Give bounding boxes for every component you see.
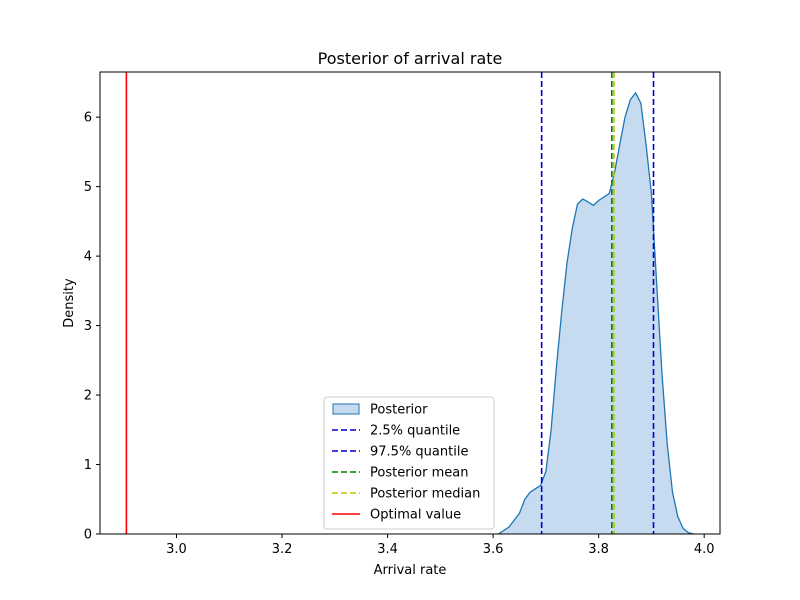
axes: 3.0 3.2 3.4 3.6 3.8 4.0 0 1 2 3 4 5 6	[84, 71, 721, 557]
y-axis-title: Density	[62, 278, 77, 328]
y-tick-label: 4	[84, 250, 92, 265]
x-tick-label: 3.8	[588, 542, 609, 557]
legend-label: 2.5% quantile	[370, 424, 460, 439]
y-tick-label: 0	[84, 528, 92, 543]
x-axis-title: Arrival rate	[374, 563, 447, 578]
legend-label: Optimal value	[370, 508, 461, 523]
x-tick-label: 3.6	[483, 542, 504, 557]
legend-swatch	[332, 403, 360, 415]
legend: Posterior 2.5% quantile 97.5% quantile Post…	[323, 396, 495, 530]
x-tick-label: 3.4	[377, 542, 398, 557]
posterior-density-line	[498, 91, 694, 535]
y-tick-label: 5	[84, 180, 92, 195]
x-tick-label: 4.0	[694, 542, 715, 557]
legend-label: Posterior	[370, 403, 428, 418]
x-tick-label: 3.0	[166, 542, 187, 557]
y-tick-label: 2	[84, 389, 92, 404]
legend-label: Posterior mean	[370, 466, 468, 481]
plot-area	[125, 72, 694, 535]
posterior-density-fill	[498, 92, 694, 535]
legend-label: Posterior median	[370, 487, 480, 502]
axes-frame	[99, 71, 721, 535]
chart-title: Posterior of arrival rate	[318, 49, 503, 68]
x-tick-label: 3.2	[272, 542, 293, 557]
y-tick-label: 6	[84, 111, 92, 126]
y-tick-label: 3	[84, 319, 92, 334]
legend-label: 97.5% quantile	[370, 445, 468, 460]
legend-box	[323, 396, 495, 530]
y-tick-label: 1	[84, 458, 92, 473]
